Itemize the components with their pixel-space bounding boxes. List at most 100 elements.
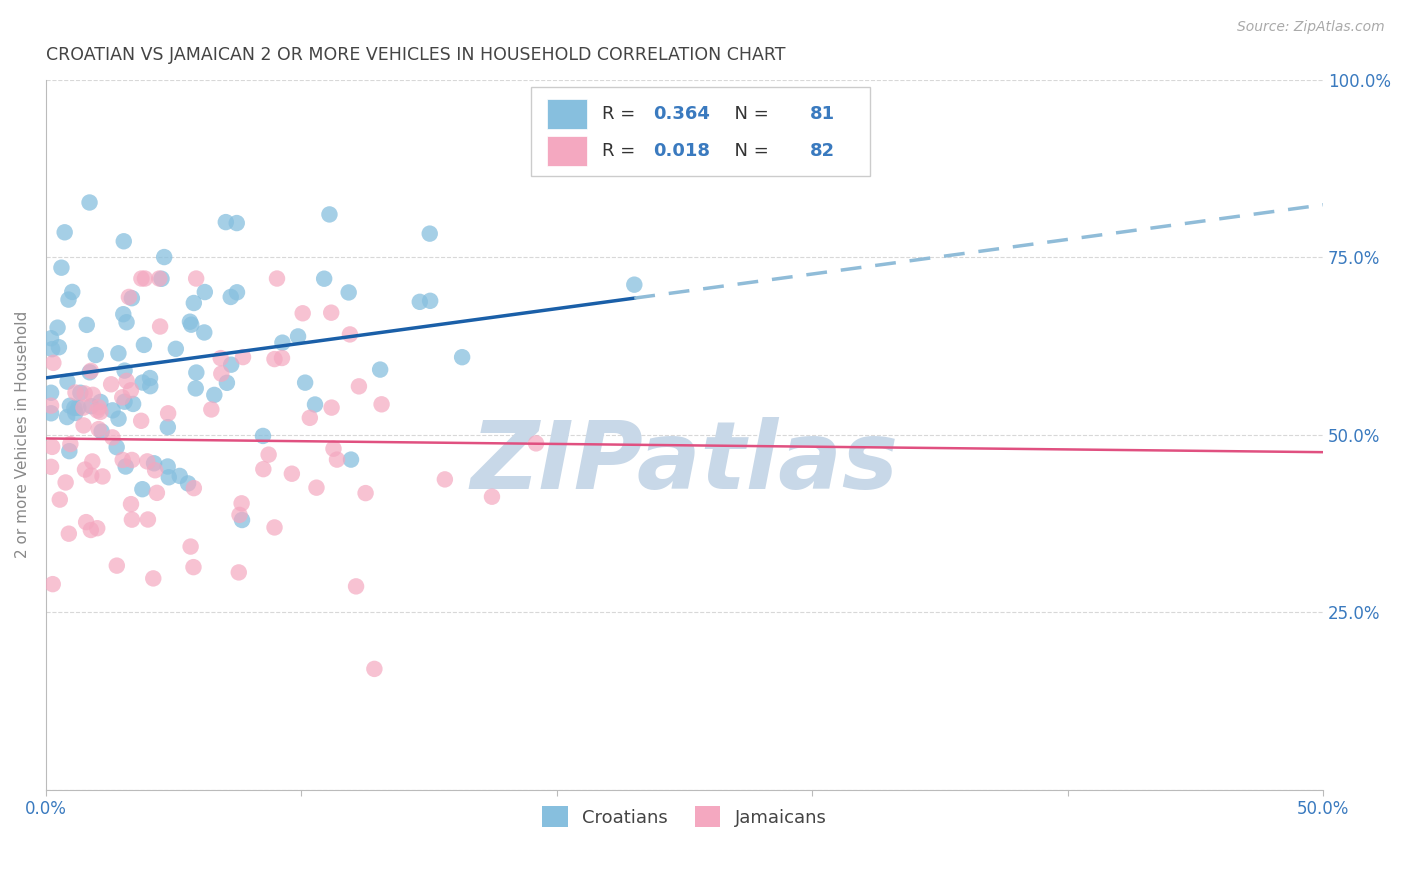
Point (209, 351, 232, 365)
Point (177, 476, 200, 491)
Point (41, 342, 63, 356)
Point (433, 472, 456, 486)
Point (112, 234, 135, 248)
Point (194, 285, 217, 299)
Point (59, 437, 82, 451)
Point (101, 430, 124, 444)
Point (87, 401, 110, 415)
Point (115, 374, 138, 388)
Point (524, 436, 547, 450)
Point (72, 401, 94, 415)
Point (129, 414, 152, 428)
Point (231, 496, 253, 510)
Point (150, 272, 173, 286)
Text: 81: 81 (810, 104, 835, 123)
Point (179, 315, 201, 329)
Point (89, 405, 111, 419)
Point (121, 291, 143, 305)
Point (337, 285, 360, 300)
Point (107, 411, 129, 425)
Point (209, 367, 232, 381)
Point (91, 469, 114, 483)
Point (131, 271, 153, 285)
Point (42, 577, 65, 591)
Text: N =: N = (723, 104, 775, 123)
Text: 82: 82 (810, 142, 835, 160)
Point (225, 216, 247, 230)
FancyBboxPatch shape (531, 87, 870, 176)
Point (39, 331, 62, 345)
Point (326, 452, 349, 467)
Point (291, 306, 314, 320)
Point (186, 271, 208, 285)
Point (305, 481, 328, 495)
Point (143, 463, 166, 477)
Point (120, 384, 142, 398)
Point (82, 454, 104, 468)
Point (55, 475, 77, 490)
Point (39, 385, 62, 400)
Point (73, 386, 96, 401)
Point (354, 486, 377, 500)
Point (157, 406, 180, 420)
Point (623, 277, 645, 292)
Point (266, 271, 288, 285)
Text: R =: R = (602, 142, 641, 160)
Text: N =: N = (723, 142, 775, 160)
Point (370, 397, 392, 411)
Point (180, 540, 202, 554)
Point (122, 397, 145, 411)
Point (60, 285, 83, 299)
Point (131, 376, 153, 390)
Point (318, 207, 340, 221)
Point (73, 462, 96, 476)
Point (86, 403, 108, 417)
Point (146, 486, 169, 500)
Point (111, 390, 134, 404)
Point (59, 399, 82, 413)
Point (105, 440, 128, 454)
Point (80, 399, 103, 413)
Point (339, 327, 361, 342)
Point (228, 508, 250, 522)
Point (271, 351, 294, 365)
Point (252, 462, 274, 476)
Point (193, 326, 215, 340)
Point (112, 307, 135, 321)
Point (226, 285, 249, 300)
Point (186, 366, 208, 380)
Point (79, 195, 101, 210)
Point (132, 338, 155, 352)
Point (65, 406, 87, 420)
Point (80, 364, 103, 378)
FancyBboxPatch shape (547, 99, 588, 128)
Point (114, 459, 136, 474)
Point (58, 526, 80, 541)
Point (121, 453, 143, 467)
Point (115, 315, 138, 329)
Point (252, 429, 274, 443)
Point (86, 521, 108, 535)
Point (56, 410, 79, 425)
Point (39, 459, 62, 474)
Point (322, 442, 344, 456)
Point (231, 513, 253, 527)
Point (321, 401, 343, 415)
Point (419, 227, 441, 241)
Point (120, 497, 142, 511)
Point (67, 401, 90, 415)
Point (156, 459, 179, 474)
Point (215, 376, 238, 390)
Point (87, 422, 110, 436)
Text: ZIPatlas: ZIPatlas (471, 417, 898, 509)
Point (118, 290, 141, 304)
Point (80, 523, 103, 537)
Point (156, 420, 179, 434)
Point (107, 346, 129, 360)
Point (180, 318, 202, 332)
Point (58, 293, 80, 307)
Point (101, 403, 124, 417)
Point (232, 350, 254, 364)
Point (149, 319, 172, 334)
Point (200, 402, 222, 417)
